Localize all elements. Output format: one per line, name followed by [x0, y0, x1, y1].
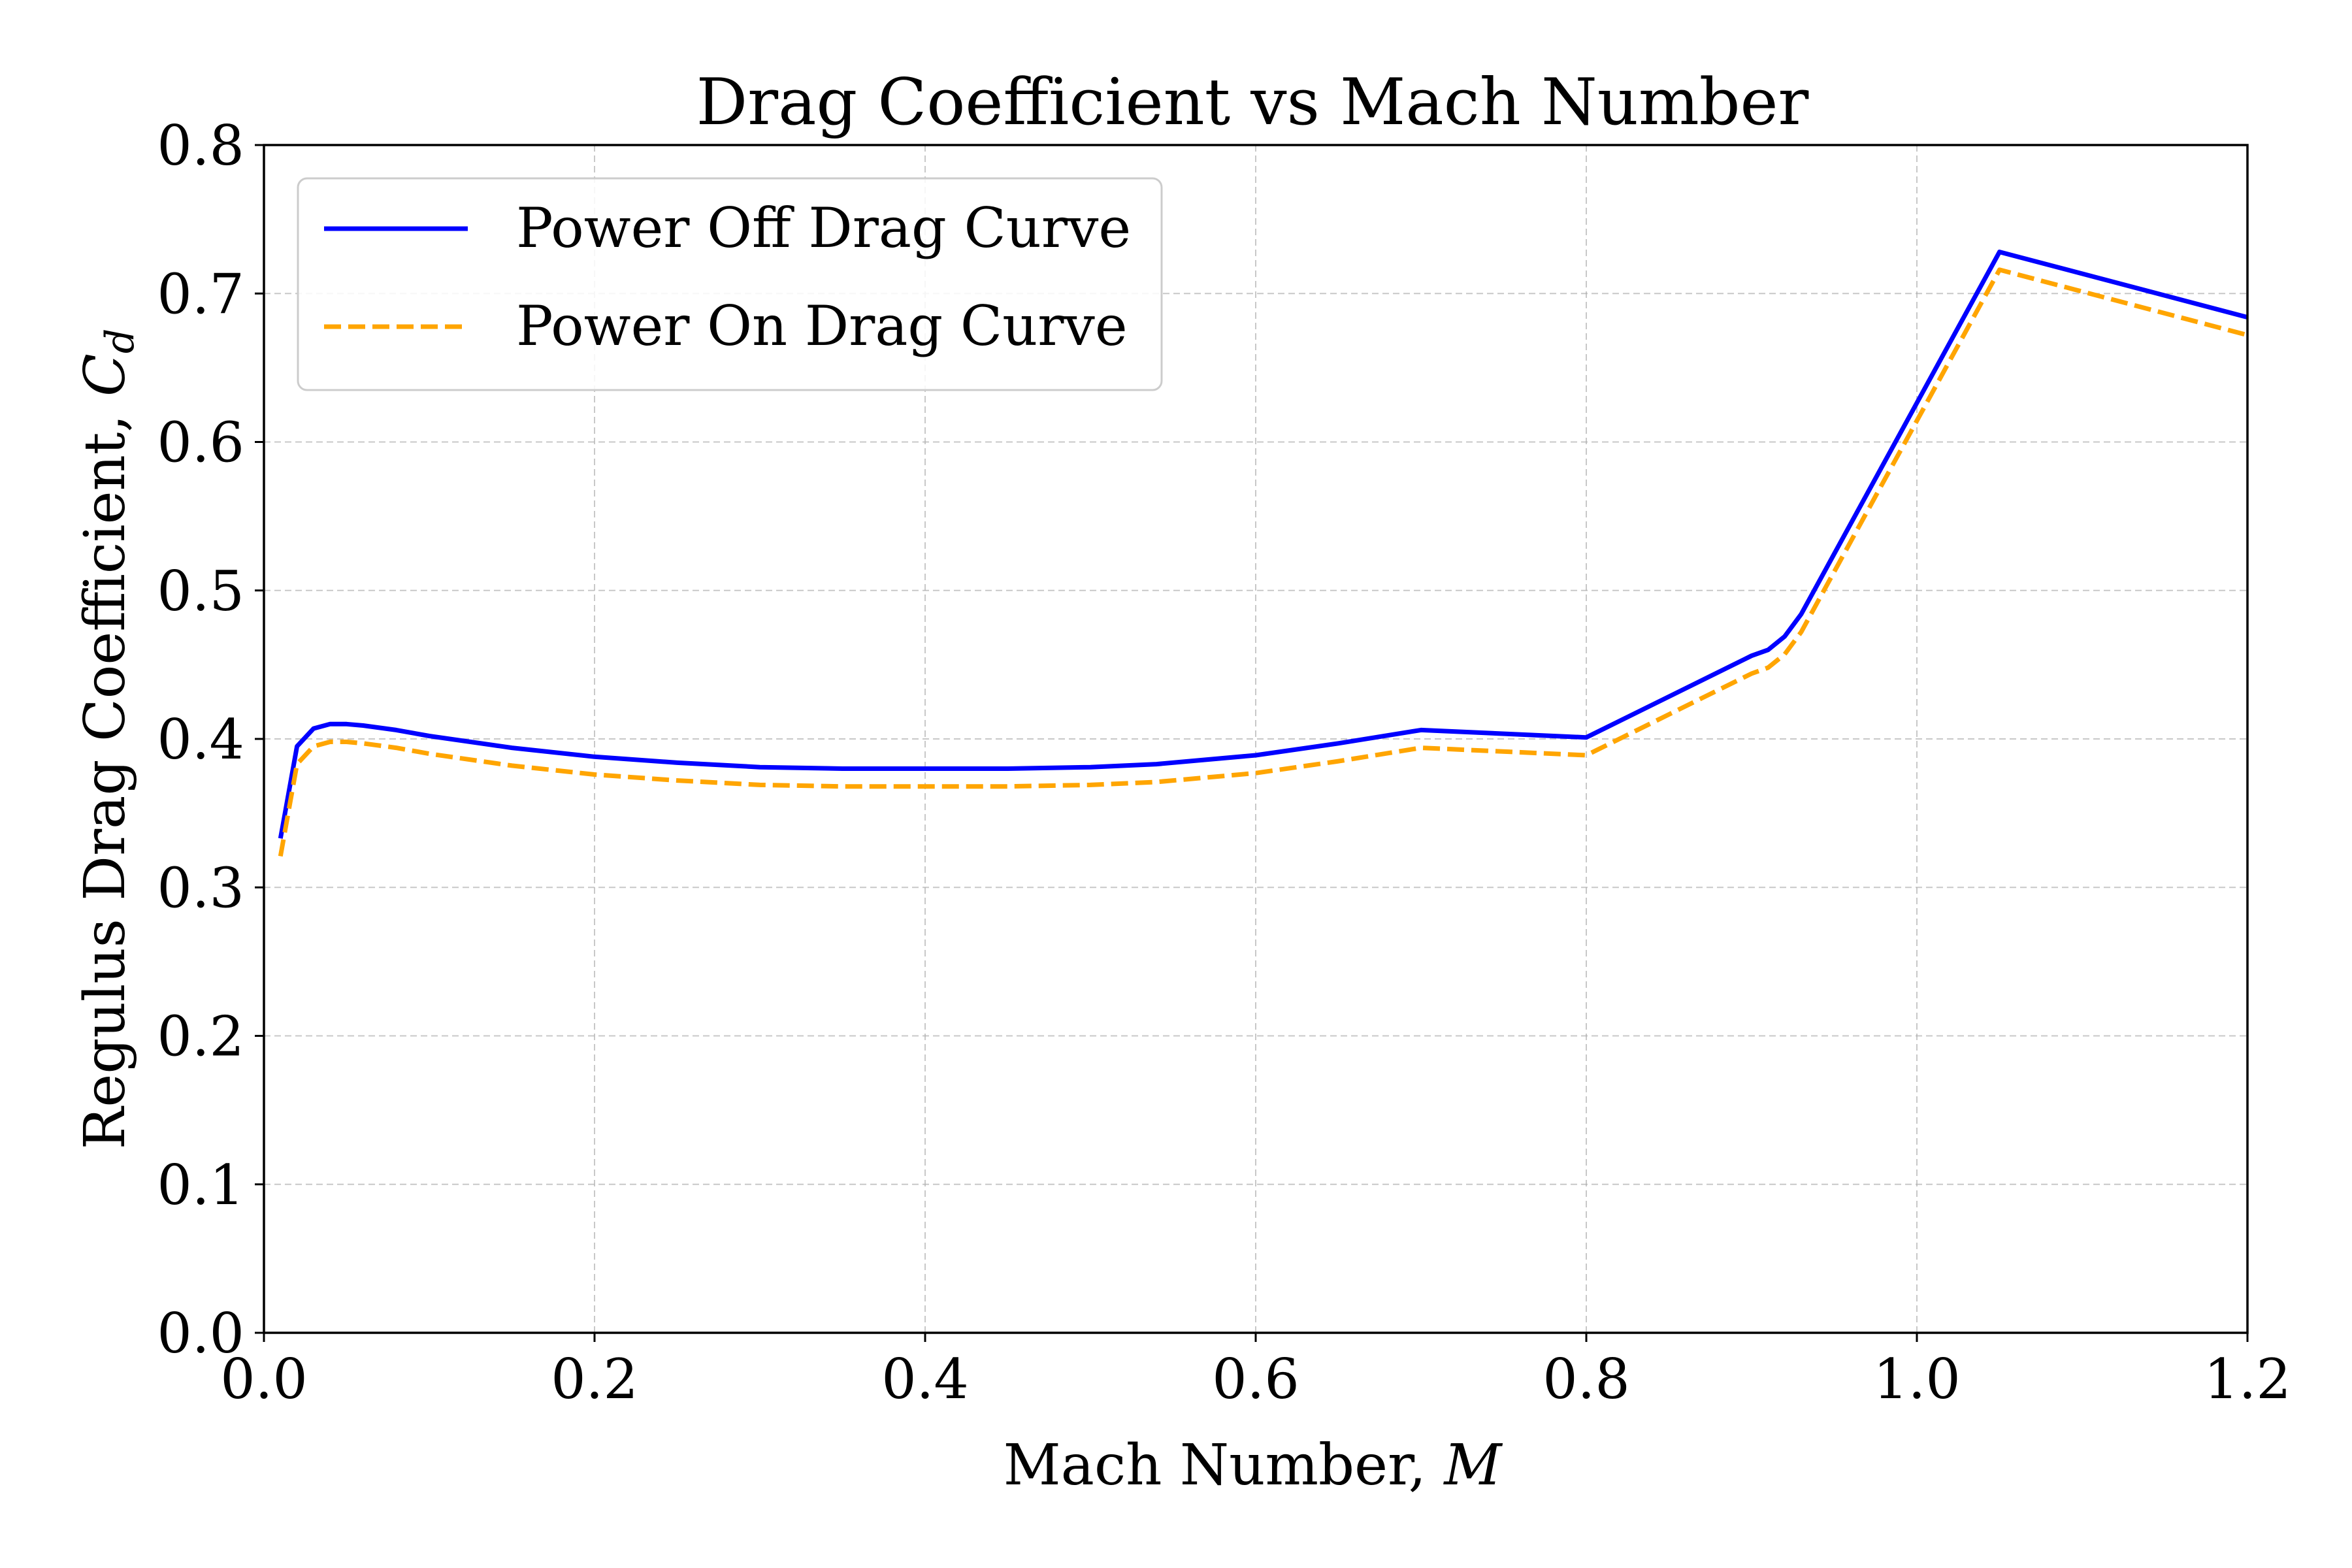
y-tick-label: 0.2 — [157, 1005, 244, 1069]
y-axis: 0.0 0.1 0.2 0.3 0.4 0.5 0.6 0.7 0.8 — [157, 114, 264, 1365]
y-tick-label: 0.4 — [157, 708, 244, 772]
x-tick-label: 1.2 — [2204, 1347, 2291, 1411]
x-tick-label: 0.4 — [881, 1347, 969, 1411]
y-tick-label: 0.1 — [157, 1153, 244, 1217]
y-tick-label: 0.3 — [157, 856, 244, 920]
x-axis: 0.0 0.2 0.4 0.6 0.8 1.0 1.2 — [220, 1333, 2291, 1411]
x-axis-title: Mach Number, M — [1004, 1433, 1503, 1498]
legend-label-power-off: Power Off Drag Curve — [516, 196, 1131, 260]
y-tick-label: 0.5 — [157, 559, 244, 623]
x-tick-label: 0.2 — [551, 1347, 638, 1411]
y-tick-label: 0.8 — [157, 114, 244, 178]
series-layer — [278, 250, 2248, 857]
x-axis-title-symbol: M — [1443, 1433, 1503, 1498]
legend: Power Off Drag Curve Power On Drag Curve — [297, 177, 1163, 391]
chart-title: Drag Coefficient vs Mach Number — [696, 65, 1809, 140]
y-tick-label: 0.0 — [157, 1301, 244, 1365]
series-line-power-on — [278, 267, 2248, 857]
series-line-power-off — [278, 250, 2248, 839]
legend-label-power-on: Power On Drag Curve — [516, 294, 1128, 358]
y-axis-title-symbol: C — [73, 353, 138, 397]
x-tick-label: 0.8 — [1543, 1347, 1630, 1411]
y-tick-label: 0.7 — [157, 262, 244, 326]
y-axis-title-text: Regulus Drag Coefficient, — [73, 397, 138, 1149]
legend-box — [297, 177, 1163, 391]
y-tick-label: 0.6 — [157, 411, 244, 475]
y-axis-title: Regulus Drag Coefficient, Cd — [73, 329, 143, 1150]
x-tick-label: 0.6 — [1212, 1347, 1299, 1411]
x-tick-label: 1.0 — [1873, 1347, 1961, 1411]
x-tick-label: 0.0 — [220, 1347, 308, 1411]
y-axis-title-subscript: d — [97, 329, 143, 353]
x-axis-title-text: Mach Number, — [1004, 1433, 1445, 1498]
